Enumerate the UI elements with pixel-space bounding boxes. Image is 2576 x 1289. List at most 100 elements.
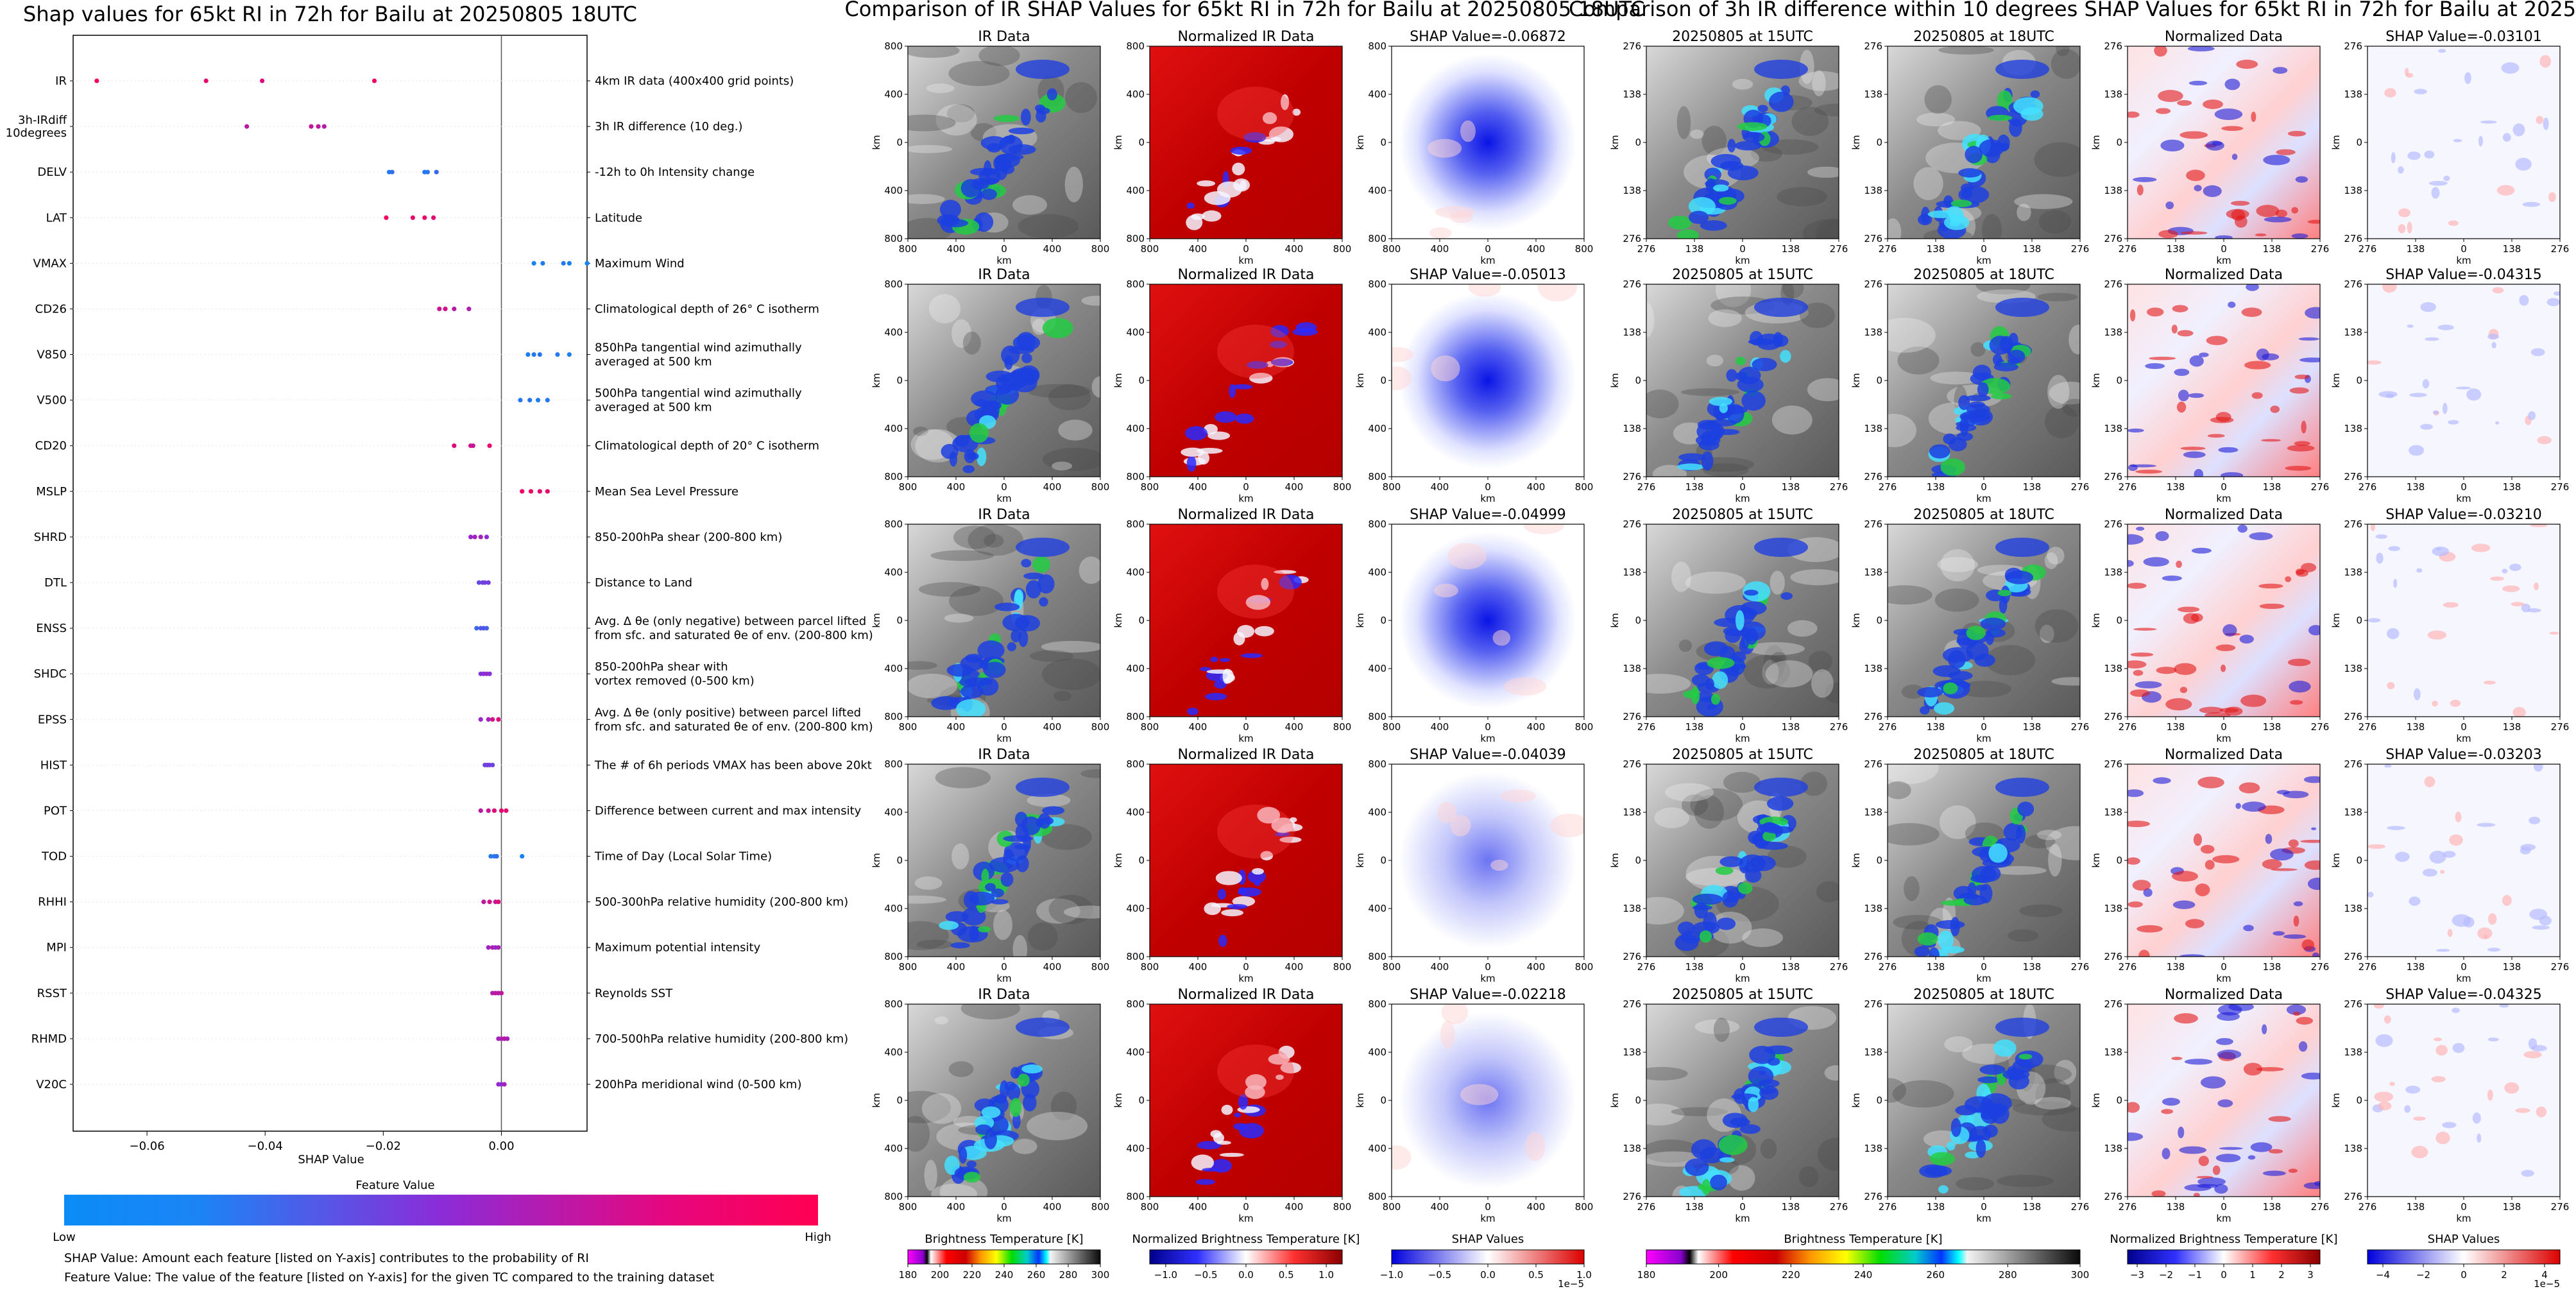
ytick-label: 276 (2104, 711, 2122, 722)
shap-point (518, 398, 522, 402)
diffshap-feature (2543, 117, 2549, 130)
norm-feature (1187, 203, 1195, 209)
colorbar-label: SHAP Values (1452, 1233, 1524, 1246)
colorbar-tick-label: −1.0 (1154, 1269, 1177, 1281)
convection (2031, 90, 2040, 98)
convection (1956, 422, 1975, 427)
cloud-texture (1013, 935, 1028, 964)
panel-image (1876, 524, 2095, 717)
diffshap-feature (2387, 628, 2399, 639)
colorbar-tick-label: −3 (2130, 1269, 2144, 1281)
colorbar-label: Normalized Brightness Temperature [K] (2110, 1233, 2338, 1246)
diffshap-background (2367, 524, 2560, 717)
x-axis-label: km (1238, 973, 1253, 984)
diff-feature (2156, 667, 2176, 674)
diff-feature (2178, 1127, 2184, 1138)
ytick-label: 138 (2104, 423, 2122, 434)
xtick-label: 400 (1285, 1201, 1304, 1213)
xtick-label: 0.00 (488, 1140, 514, 1153)
convection (1719, 197, 1737, 205)
ytick-label: 400 (1368, 807, 1386, 818)
diff-feature (2260, 604, 2285, 609)
ytick-label: 0 (2116, 1095, 2122, 1106)
norm-feature (1238, 887, 1247, 894)
diffshap-feature (2521, 1170, 2534, 1177)
convection (959, 1147, 968, 1163)
diffshap-feature (2407, 325, 2414, 328)
convection (2017, 801, 2034, 816)
diff-feature (2171, 1057, 2182, 1060)
convection (1699, 440, 1719, 450)
xtick-label: 800 (1383, 481, 1401, 493)
diff-feature (2216, 1038, 2233, 1045)
ytick-label: 0 (1876, 615, 1882, 626)
cloud-texture (1707, 355, 1723, 366)
diff-feature (2122, 560, 2133, 567)
diffshap-feature (2384, 1016, 2391, 1024)
diff-feature (2242, 801, 2266, 812)
panel-title: 20250805 at 15UTC (1672, 267, 1813, 283)
ytick-label: 800 (884, 758, 903, 770)
cloud-texture (1777, 187, 1827, 206)
panel-image (1150, 1004, 1342, 1197)
convection (1748, 1066, 1774, 1086)
xtick-label: 0 (1243, 961, 1249, 973)
panel-image (1633, 764, 1842, 958)
diff-feature (2173, 900, 2196, 909)
diffshap-feature (2424, 151, 2434, 158)
ytick-label: 276 (2104, 471, 2122, 482)
feature-label: MSLP (36, 485, 67, 499)
xtick-label: 800 (1383, 721, 1401, 733)
shap-point (540, 261, 545, 266)
xtick-label: 400 (1189, 721, 1207, 733)
diffshap-feature (2376, 534, 2387, 539)
diff-feature (2192, 548, 2212, 554)
diff-feature (2135, 681, 2162, 688)
convection (1973, 364, 1992, 380)
diffshap-feature (2367, 892, 2374, 898)
norm-feature (1217, 182, 1242, 198)
panel-image (1640, 273, 1848, 484)
ytick-label: 400 (1368, 663, 1386, 674)
diffshap-feature (2375, 1034, 2393, 1047)
diffshap-feature (2554, 291, 2563, 296)
ytick-label: 800 (1368, 711, 1386, 722)
xtick-label: 138 (2167, 961, 2185, 973)
diffshap-feature (2414, 688, 2421, 701)
norm-feature (1215, 411, 1236, 423)
xtick-label: 0 (1739, 243, 1746, 255)
convection (1991, 393, 2011, 400)
panel-image (2367, 46, 2560, 239)
convection (1743, 132, 1764, 142)
diff-feature (2177, 100, 2192, 106)
convection (1713, 184, 1728, 191)
feature-description: 500hPa tangential wind azimuthally (595, 387, 802, 400)
x-axis-label: km (2456, 973, 2471, 984)
norm-feature (1202, 210, 1221, 222)
xtick-label: 800 (1333, 721, 1352, 733)
convection (1711, 154, 1741, 169)
diffshap-feature (2491, 342, 2496, 348)
ytick-label: 0 (2116, 855, 2122, 866)
convection (940, 200, 961, 219)
diff-feature (2188, 393, 2204, 398)
diffshap-feature (2539, 55, 2551, 68)
ytick-label: 138 (1623, 89, 1641, 100)
xtick-label: 400 (1527, 481, 1546, 493)
panel-image (2125, 44, 2325, 239)
diffshap-feature (2453, 139, 2462, 142)
convection (1015, 812, 1028, 826)
convection (994, 115, 1019, 122)
feature-description: 4km IR data (400x400 grid points) (595, 74, 794, 88)
diffshap-feature (2389, 1082, 2395, 1086)
xtick-label: 138 (2023, 1201, 2042, 1213)
diff-feature (2158, 230, 2178, 238)
xtick-label: 800 (1141, 961, 1159, 973)
xtick-label: 138 (2023, 721, 2042, 733)
cloud-texture (1904, 876, 1919, 901)
diffshap-feature (2398, 209, 2410, 218)
cloud-texture (1081, 296, 1111, 306)
cloud-texture (2039, 210, 2071, 234)
xtick-label: 0 (2221, 721, 2227, 733)
cloud-texture (1048, 384, 1091, 410)
